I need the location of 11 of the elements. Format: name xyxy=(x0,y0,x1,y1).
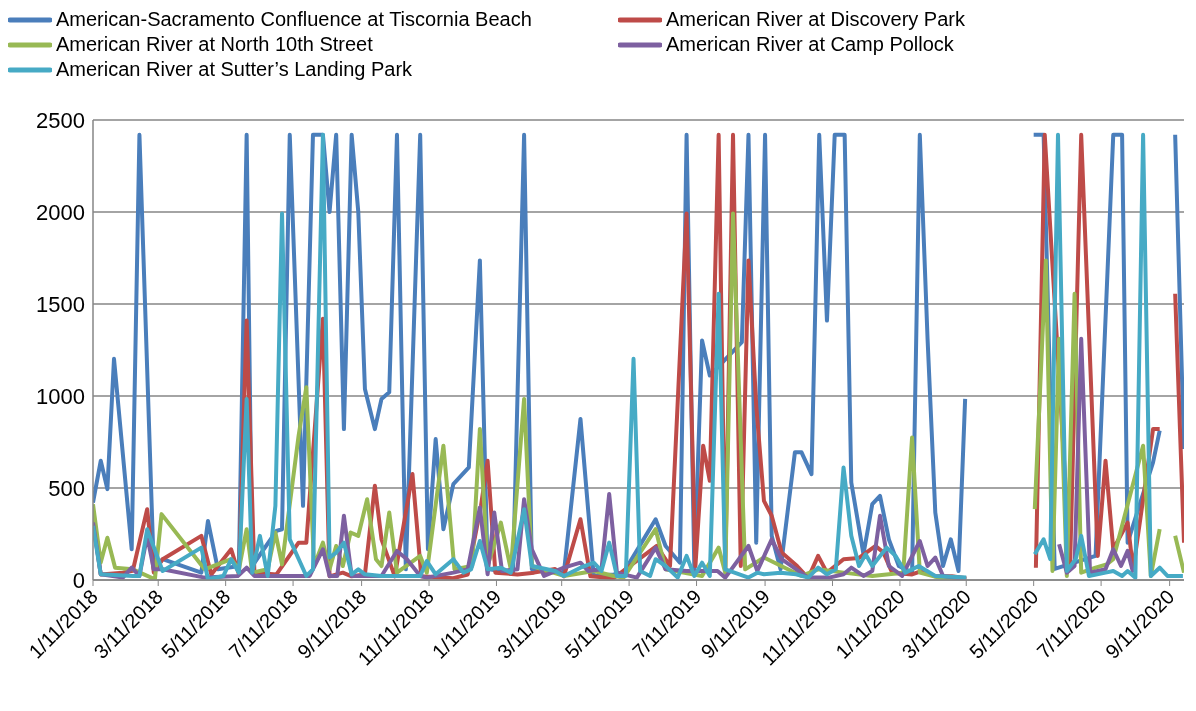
y-tick-label: 1000 xyxy=(36,383,85,409)
legend-label: American River at Discovery Park xyxy=(666,8,965,31)
legend-label: American River at Sutter’s Landing Park xyxy=(56,58,413,81)
legend-label: American River at North 10th Street xyxy=(56,33,373,56)
legend-label: American River at Camp Pollock xyxy=(666,33,954,56)
legend-label: American-Sacramento Confluence at Tiscornia Beach xyxy=(56,8,532,31)
y-tick-label: 2000 xyxy=(36,199,85,225)
y-tick-label: 0 xyxy=(72,567,85,593)
y-tick-label: 500 xyxy=(48,475,85,501)
y-tick-label: 1500 xyxy=(36,291,85,317)
y-tick-label: 2500 xyxy=(36,107,85,133)
